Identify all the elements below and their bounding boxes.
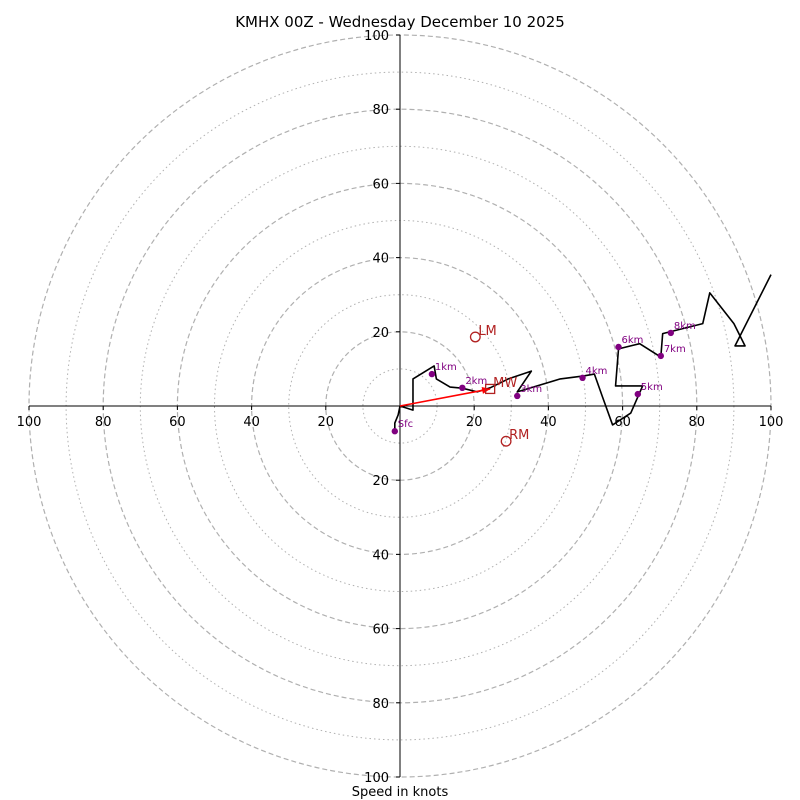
- height-marker: [634, 390, 642, 398]
- x-tick-label: 100: [759, 415, 784, 430]
- x-tick-label: 80: [95, 415, 112, 430]
- y-tick-label: 60: [372, 177, 389, 192]
- height-marker: [615, 343, 622, 351]
- x-tick-label: 40: [243, 415, 260, 430]
- height-marker-label: 8km: [674, 321, 696, 332]
- height-marker-label: 7km: [664, 344, 686, 355]
- height-marker-label: 1km: [435, 362, 457, 373]
- height-marker: [657, 352, 665, 360]
- motion-marker-label: LM: [478, 324, 496, 339]
- height-marker: [428, 370, 436, 378]
- motion-marker-label: RM: [509, 428, 529, 443]
- x-tick-label: 80: [689, 415, 706, 430]
- height-marker: [459, 384, 466, 392]
- motion-marker-square: [485, 383, 496, 395]
- x-tick-label: 20: [318, 415, 335, 430]
- y-tick-label: 20: [372, 326, 389, 341]
- height-marker-label: 2km: [465, 376, 487, 387]
- y-tick-label: 40: [372, 252, 389, 267]
- y-tick-label: 80: [372, 697, 389, 712]
- y-tick-label: 80: [372, 103, 389, 118]
- height-marker: [514, 392, 521, 400]
- height-marker-label: 6km: [622, 335, 644, 346]
- y-tick-label: 100: [364, 29, 389, 44]
- tick-labels: 100 80 60 40 20 20 40 60 80 100 100 80 60 40 20 20 40 60 8…: [17, 29, 784, 786]
- y-tick-label: 60: [372, 623, 389, 638]
- y-tick-label: 100: [364, 771, 389, 786]
- hodograph-trace: [394, 274, 772, 432]
- motion-marker-circle: [500, 435, 512, 447]
- height-marker: [391, 428, 399, 435]
- x-tick-label: 100: [17, 415, 42, 430]
- height-markers: Sfc 1km 2km 3km 4km 5km 6km 7km 8km: [391, 321, 696, 435]
- y-tick-label: 20: [372, 474, 389, 489]
- storm-motion-markers: LM MW RM: [469, 324, 529, 447]
- x-tick-label: 20: [466, 415, 483, 430]
- height-marker: [667, 329, 675, 337]
- mean-wind-line: [399, 388, 491, 407]
- y-tick-label: 40: [372, 548, 389, 563]
- x-tick-label: 40: [540, 415, 557, 430]
- height-marker-label: 5km: [641, 382, 663, 393]
- height-marker: [579, 374, 586, 382]
- x-axis-label: Speed in knots: [352, 785, 449, 800]
- height-marker-label: Sfc: [398, 419, 413, 430]
- motion-marker-circle: [469, 331, 481, 343]
- height-marker-label: 3km: [520, 384, 542, 395]
- chart-title: KMHX 00Z - Wednesday December 10 2025: [235, 13, 565, 31]
- wind-trace: [394, 274, 772, 432]
- height-marker-label: 4km: [586, 366, 608, 377]
- motion-marker-label: MW: [493, 376, 517, 391]
- x-tick-label: 60: [169, 415, 186, 430]
- x-tick-label: 60: [614, 415, 631, 430]
